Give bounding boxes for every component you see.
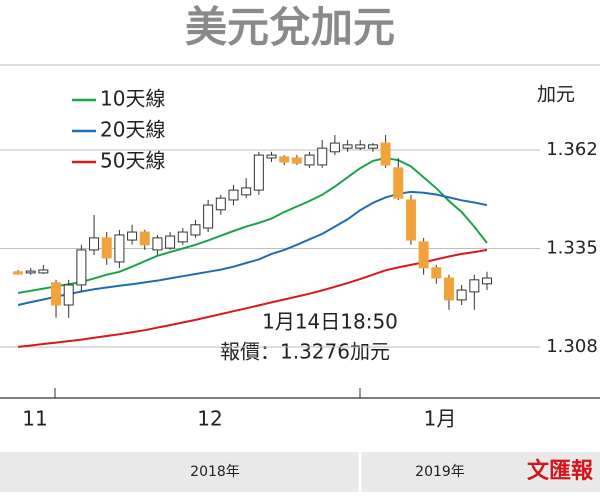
candle-body xyxy=(89,237,100,251)
candle-body xyxy=(190,224,201,236)
candle-body xyxy=(63,284,74,306)
candle-body xyxy=(355,144,366,149)
candle-body xyxy=(203,204,214,229)
annotation: 報價：1.3276加元 xyxy=(220,340,390,364)
candle-body xyxy=(393,167,404,199)
moving-average-line xyxy=(17,190,488,306)
candle-body xyxy=(418,241,429,269)
candle-body xyxy=(253,154,264,191)
candle-body xyxy=(482,277,492,285)
candle-body xyxy=(38,269,49,274)
candle-body xyxy=(367,144,378,149)
candle-body xyxy=(304,154,315,166)
legend-label: 20天線 xyxy=(100,118,165,142)
moving-average-line xyxy=(17,156,488,294)
candle-body xyxy=(279,156,290,163)
logo: 文匯報 xyxy=(527,458,594,484)
x-label: 1月 xyxy=(424,407,457,431)
candle-body xyxy=(25,270,36,274)
candle-body xyxy=(139,231,150,246)
chart-title: 美元兌加元 xyxy=(185,3,395,52)
candle-body xyxy=(443,277,454,301)
year-label: 2018年 xyxy=(190,464,240,480)
x-label: 11 xyxy=(22,407,47,431)
candle-body xyxy=(431,267,442,279)
year-label: 2019年 xyxy=(415,464,465,480)
candle-body xyxy=(329,142,340,153)
candle-body xyxy=(51,282,62,306)
candle-body xyxy=(228,189,239,201)
candle-body xyxy=(215,197,226,211)
legend-label: 10天線 xyxy=(100,87,165,111)
candle-body xyxy=(177,231,188,243)
y-tick-label: 1.362 xyxy=(546,139,598,160)
candle-body xyxy=(405,199,416,241)
legend-label: 50天線 xyxy=(100,149,165,173)
x-label: 12 xyxy=(197,407,222,431)
candle-body xyxy=(76,249,87,286)
unit-label: 加元 xyxy=(537,84,575,106)
candle-body xyxy=(456,289,467,301)
candle-body xyxy=(101,237,112,259)
candle-body xyxy=(342,144,353,149)
annotation: 1月14日18:50 xyxy=(262,310,398,334)
y-tick-label: 1.308 xyxy=(546,336,598,357)
y-tick-label: 1.335 xyxy=(546,237,598,258)
candle-body xyxy=(165,235,176,249)
candle-body xyxy=(13,271,23,275)
candle-body xyxy=(114,234,125,263)
candle-body xyxy=(266,154,277,159)
candle-body xyxy=(469,279,480,293)
year-band xyxy=(0,452,600,492)
candle-body xyxy=(241,187,252,196)
candle-body xyxy=(152,237,163,251)
moving-average-line xyxy=(17,248,488,348)
candle-body xyxy=(291,157,302,164)
candle-body xyxy=(317,147,328,166)
candle-body xyxy=(380,142,391,166)
candle-body xyxy=(127,231,138,241)
